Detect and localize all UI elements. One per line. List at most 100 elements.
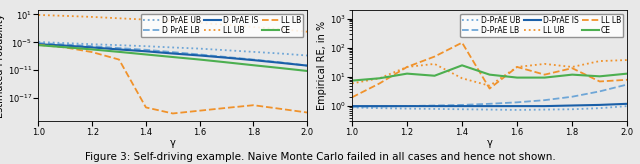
D PrAE LB bbox=[250, 59, 257, 61]
Legend: D-PrAE UB, D-PrAE LB, D-PrAE IS, LL UB, LL LB, CE: D-PrAE UB, D-PrAE LB, D-PrAE IS, LL UB, … bbox=[460, 14, 623, 37]
D PrAE LB bbox=[303, 65, 311, 67]
Line: LL LB: LL LB bbox=[352, 43, 627, 97]
D-PrAE IS bbox=[403, 105, 411, 107]
D PrAE UB bbox=[276, 52, 284, 54]
CE bbox=[596, 75, 604, 77]
LL LB bbox=[376, 82, 383, 84]
D PrAE IS bbox=[223, 57, 230, 59]
LL LB bbox=[115, 59, 123, 61]
LL LB bbox=[223, 107, 230, 109]
D PrAE IS bbox=[169, 52, 177, 54]
Y-axis label: Empirical RE, in %: Empirical RE, in % bbox=[317, 21, 327, 110]
D-PrAE UB bbox=[486, 109, 493, 111]
CE bbox=[115, 51, 123, 53]
D-PrAE LB bbox=[431, 104, 438, 106]
LL LB bbox=[403, 66, 411, 68]
D-PrAE LB bbox=[376, 105, 383, 107]
Line: CE: CE bbox=[352, 65, 627, 81]
D PrAE LB bbox=[115, 47, 123, 49]
Legend: D PrAE UB, D PrAE LB, D PrAE IS, LL UB, LL LB, CE: D PrAE UB, D PrAE LB, D PrAE IS, LL UB, … bbox=[141, 14, 303, 37]
LL UB bbox=[142, 19, 150, 20]
X-axis label: γ: γ bbox=[486, 138, 493, 148]
LL LB bbox=[35, 44, 42, 46]
D-PrAE UB bbox=[458, 108, 466, 110]
D PrAE IS bbox=[142, 50, 150, 52]
D-PrAE IS bbox=[376, 105, 383, 107]
LL LB bbox=[348, 96, 356, 98]
LL LB bbox=[596, 81, 604, 82]
D PrAE IS bbox=[250, 59, 257, 61]
LL UB bbox=[303, 31, 311, 33]
D PrAE UB bbox=[196, 48, 204, 50]
LL UB bbox=[623, 59, 631, 61]
Line: LL UB: LL UB bbox=[352, 60, 627, 86]
D PrAE LB bbox=[142, 49, 150, 51]
D PrAE LB bbox=[196, 53, 204, 55]
D PrAE IS bbox=[61, 45, 69, 47]
Line: D PrAE IS: D PrAE IS bbox=[38, 44, 307, 66]
LL LB bbox=[169, 113, 177, 114]
D-PrAE UB bbox=[596, 107, 604, 109]
Y-axis label: Estimated Probability: Estimated Probability bbox=[0, 13, 4, 118]
LL UB bbox=[196, 22, 204, 24]
D PrAE LB bbox=[61, 43, 69, 45]
Line: CE: CE bbox=[38, 45, 307, 71]
LL LB bbox=[250, 104, 257, 106]
LL UB bbox=[568, 66, 576, 68]
CE bbox=[250, 64, 257, 66]
D-PrAE IS bbox=[596, 104, 604, 106]
LL UB bbox=[486, 85, 493, 87]
D-PrAE LB bbox=[348, 106, 356, 108]
D-PrAE UB bbox=[623, 105, 631, 107]
D PrAE LB bbox=[276, 61, 284, 63]
LL UB bbox=[513, 66, 521, 68]
D PrAE IS bbox=[303, 65, 311, 67]
D PrAE UB bbox=[115, 44, 123, 46]
LL LB bbox=[61, 46, 69, 48]
Line: D-PrAE UB: D-PrAE UB bbox=[352, 106, 627, 110]
LL LB bbox=[88, 51, 96, 53]
Line: LL LB: LL LB bbox=[38, 45, 307, 113]
D-PrAE LB bbox=[623, 83, 631, 85]
D-PrAE LB bbox=[458, 104, 466, 106]
LL LB bbox=[458, 42, 466, 44]
D PrAE UB bbox=[88, 43, 96, 45]
D PrAE LB bbox=[169, 51, 177, 53]
D PrAE LB bbox=[223, 56, 230, 58]
D PrAE IS bbox=[196, 54, 204, 56]
D PrAE IS bbox=[276, 62, 284, 64]
CE bbox=[348, 80, 356, 82]
CE bbox=[458, 64, 466, 66]
D-PrAE IS bbox=[513, 105, 521, 107]
LL UB bbox=[223, 24, 230, 26]
D-PrAE UB bbox=[541, 109, 548, 111]
CE bbox=[541, 77, 548, 79]
D PrAE UB bbox=[223, 49, 230, 51]
D-PrAE IS bbox=[541, 105, 548, 107]
LL LB bbox=[568, 67, 576, 69]
D-PrAE IS bbox=[486, 105, 493, 107]
LL UB bbox=[596, 60, 604, 62]
LL LB bbox=[431, 56, 438, 58]
LL UB bbox=[348, 82, 356, 84]
D-PrAE IS bbox=[568, 104, 576, 106]
LL LB bbox=[623, 79, 631, 81]
LL UB bbox=[431, 63, 438, 65]
LL LB bbox=[196, 110, 204, 112]
LL UB bbox=[115, 17, 123, 19]
LL LB bbox=[486, 88, 493, 90]
CE bbox=[223, 61, 230, 63]
Line: D PrAE UB: D PrAE UB bbox=[38, 42, 307, 55]
D-PrAE LB bbox=[596, 90, 604, 92]
D PrAE LB bbox=[35, 42, 42, 44]
D PrAE UB bbox=[169, 46, 177, 48]
LL LB bbox=[276, 108, 284, 110]
D-PrAE LB bbox=[513, 101, 521, 103]
CE bbox=[303, 70, 311, 72]
D PrAE UB bbox=[61, 42, 69, 44]
Line: LL UB: LL UB bbox=[38, 15, 307, 32]
LL UB bbox=[250, 26, 257, 28]
Line: D-PrAE LB: D-PrAE LB bbox=[352, 84, 627, 107]
D-PrAE IS bbox=[623, 103, 631, 105]
CE bbox=[276, 67, 284, 69]
